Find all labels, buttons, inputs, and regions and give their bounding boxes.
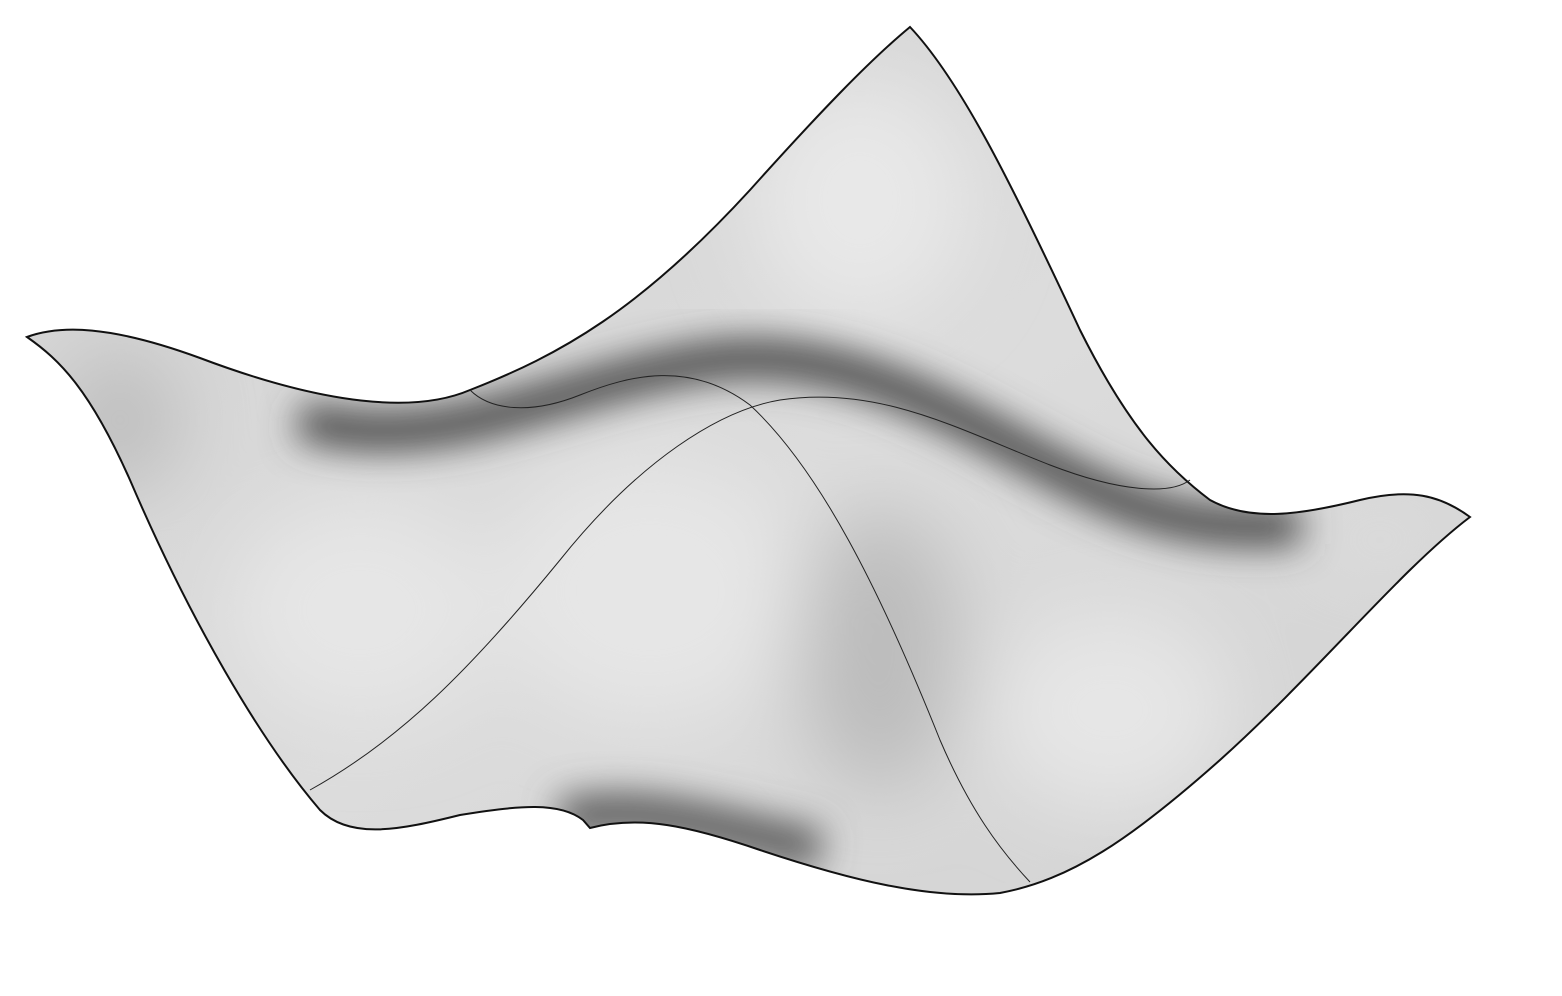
iso-curve (469, 375, 1031, 883)
surface-outline (24, 25, 1472, 896)
iso-curve (309, 396, 1191, 791)
